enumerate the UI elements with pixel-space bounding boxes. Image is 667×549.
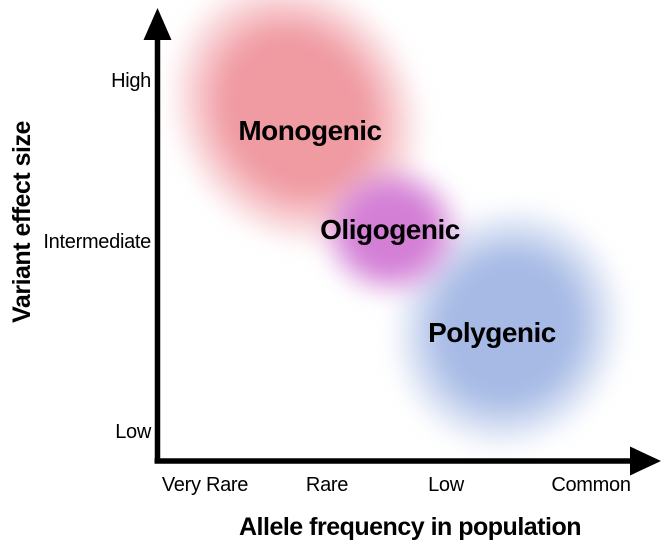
polygenic-region-label: Polygenic [428,317,556,348]
x-tick-common: Common [551,474,631,496]
y-tick-intermediate: Intermediate [43,231,151,253]
y-tick-high: High [111,70,151,92]
y-axis-title: Variant effect size [8,121,36,323]
oligogenic-region-blob [316,161,466,301]
x-tick-very-rare: Very Rare [161,474,249,496]
monogenic-region-label: Monogenic [238,115,382,146]
x-axis-title: Allele frequency in population [239,513,581,541]
x-tick-rare: Rare [305,474,349,496]
y-tick-low: Low [115,421,151,443]
x-tick-low: Low [428,474,464,496]
oligogenic-region-label: Oligogenic [320,214,460,245]
